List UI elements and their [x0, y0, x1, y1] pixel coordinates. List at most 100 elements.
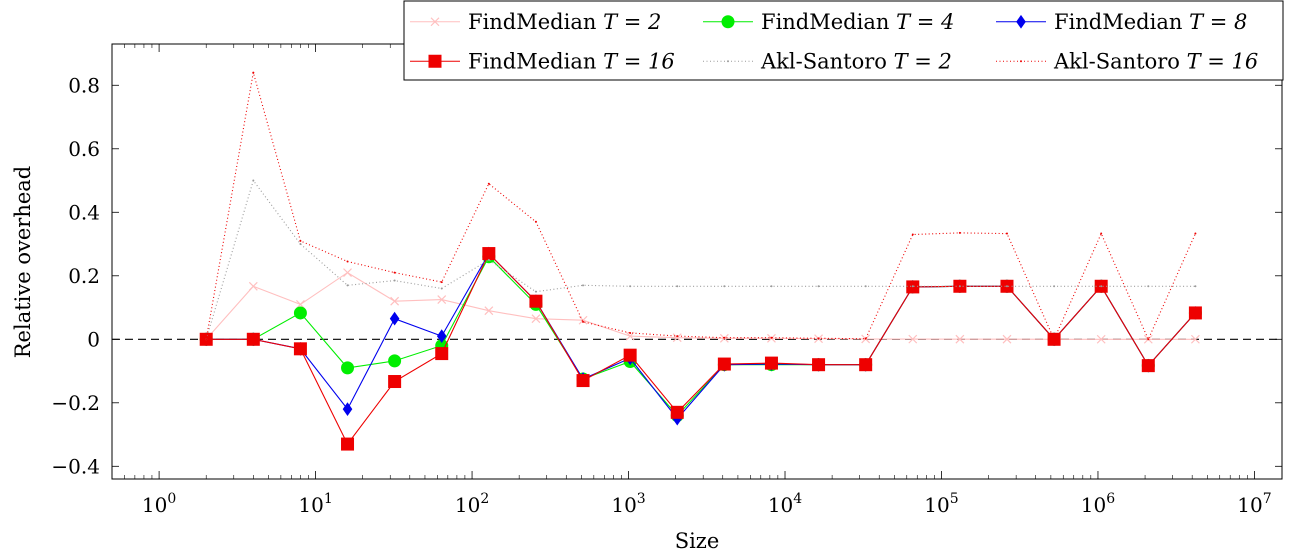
data-point — [1194, 285, 1197, 288]
data-point — [440, 281, 443, 284]
y-tick-label: 0.2 — [68, 264, 100, 288]
data-point — [293, 342, 307, 356]
data-point — [955, 334, 965, 344]
data-point — [629, 285, 632, 288]
x-tick-label: 104 — [768, 491, 802, 517]
series-line — [205, 179, 1196, 340]
data-point — [341, 437, 355, 451]
legend-box — [403, 0, 1284, 81]
data-point — [1005, 232, 1008, 235]
series-1 — [201, 268, 1200, 344]
data-point — [393, 279, 396, 282]
legend-swatch-marker — [1016, 14, 1026, 29]
legend-entry: Akl-Santoro T = 16 — [996, 49, 1258, 73]
data-point — [346, 284, 349, 287]
legend-swatch-marker — [727, 60, 729, 63]
legend-label: FindMedian T = 8 — [1054, 10, 1247, 34]
series-line — [206, 252, 1196, 446]
data-point — [205, 338, 208, 341]
y-tick-label: 0 — [87, 327, 100, 351]
legend-entry: FindMedian T = 2 — [410, 10, 661, 34]
y-axis-label: Relative overhead — [11, 166, 35, 359]
data-point — [341, 361, 355, 375]
data-point — [1147, 338, 1150, 341]
legend-entry: FindMedian T = 16 — [410, 49, 675, 73]
data-point — [1005, 285, 1008, 288]
legend-entry: FindMedian T = 4 — [703, 10, 954, 34]
data-point — [1053, 338, 1056, 341]
data-point — [817, 285, 820, 288]
data-point — [437, 295, 447, 305]
data-point — [534, 220, 537, 223]
data-point — [346, 260, 349, 263]
data-point — [299, 239, 302, 242]
data-point — [582, 284, 585, 287]
data-point — [1194, 232, 1197, 235]
y-tick-label: 0.4 — [68, 200, 100, 224]
data-point — [676, 335, 679, 338]
data-point — [576, 374, 590, 388]
data-point — [293, 306, 307, 320]
data-point — [911, 233, 914, 236]
legend-label: Akl-Santoro T = 2 — [760, 49, 952, 73]
y-tick-label: −0.4 — [51, 454, 100, 478]
legend-swatch-marker — [721, 15, 735, 29]
x-tick-label: 107 — [1237, 491, 1271, 517]
series-5 — [205, 179, 1197, 341]
data-point — [388, 354, 402, 368]
data-point — [864, 337, 867, 340]
legend-entry: FindMedian T = 8 — [996, 10, 1247, 34]
data-point — [1188, 306, 1202, 320]
legend-entry: Akl-Santoro T = 2 — [703, 49, 952, 73]
series-layer — [199, 71, 1202, 451]
x-tick-label: 102 — [455, 491, 489, 517]
x-tick-label: 106 — [1081, 491, 1115, 517]
tick-labels: 100 101 102 103 104 105 106 107 −0.4 −0.2 0 0.2 0.4 0… — [51, 73, 1271, 517]
data-point — [388, 375, 402, 389]
series-line — [205, 271, 1196, 340]
data-point — [908, 334, 918, 344]
data-point — [390, 296, 400, 306]
legend-swatch-marker — [428, 54, 442, 68]
series-6 — [205, 71, 1197, 341]
data-point — [393, 271, 396, 274]
data-point — [1100, 285, 1103, 288]
data-point — [623, 348, 637, 362]
data-point — [817, 337, 820, 340]
data-point — [436, 329, 447, 343]
data-point — [343, 268, 352, 278]
data-point — [676, 285, 679, 288]
data-point — [723, 336, 726, 339]
data-point — [1190, 334, 1200, 344]
legend: FindMedian T = 2 FindMedian T = 4 FindMedi… — [403, 0, 1284, 81]
y-tick-label: 0.6 — [68, 137, 100, 161]
data-point — [252, 179, 255, 182]
x-tick-label: 101 — [298, 491, 332, 517]
data-point — [770, 285, 773, 288]
data-point — [246, 332, 260, 346]
data-point — [1100, 232, 1103, 235]
data-point — [911, 285, 914, 288]
data-point — [812, 358, 826, 372]
x-axis-label: Size — [675, 529, 720, 553]
legend-swatch-marker — [430, 17, 440, 27]
data-point — [582, 320, 585, 323]
x-tick-label: 100 — [142, 491, 176, 517]
data-point — [1002, 334, 1012, 344]
data-point — [529, 294, 543, 308]
data-point — [440, 287, 443, 290]
axes — [111, 43, 1283, 480]
y-tick-label: 0.8 — [68, 73, 100, 97]
data-point — [670, 405, 684, 419]
data-point — [1147, 285, 1150, 288]
legend-label: FindMedian T = 4 — [761, 10, 954, 34]
y-tick-label: −0.2 — [51, 391, 100, 415]
data-point — [578, 315, 588, 325]
legend-label: FindMedian T = 2 — [468, 10, 661, 34]
data-point — [764, 356, 778, 370]
x-tick-label: 105 — [924, 491, 958, 517]
data-point — [248, 281, 258, 291]
data-point — [717, 357, 731, 371]
series-line — [205, 72, 1196, 341]
